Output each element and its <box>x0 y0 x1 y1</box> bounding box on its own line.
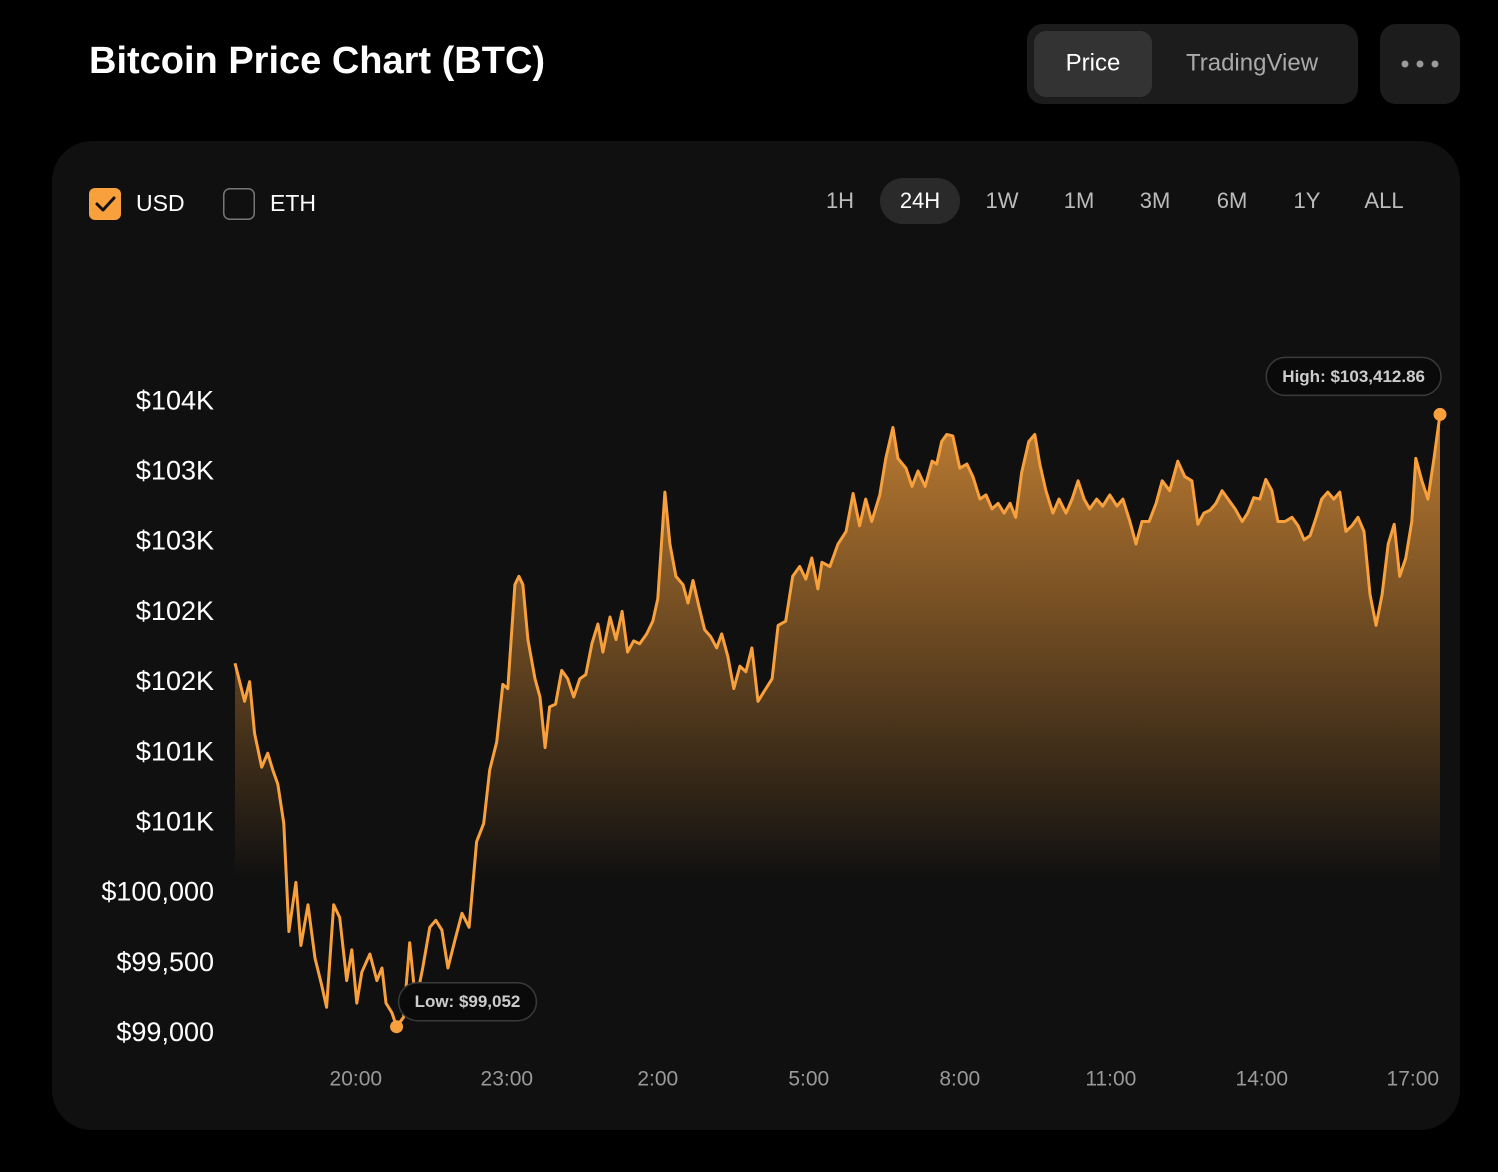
x-tick-label: 8:00 <box>939 1068 980 1091</box>
annotation-dot <box>390 1020 404 1034</box>
annotation-label: High: $103,412.86 <box>1282 367 1425 386</box>
price-line <box>233 414 1442 1029</box>
x-tick-label: 20:00 <box>330 1068 383 1091</box>
more-dot <box>1401 60 1409 68</box>
y-tick-label: $99,000 <box>116 1017 214 1047</box>
checkbox-label[interactable]: ETH <box>270 190 316 216</box>
y-tick-label: $103K <box>136 456 214 486</box>
checkbox[interactable] <box>89 188 121 220</box>
y-tick-label: $102K <box>136 596 214 626</box>
tab-selected <box>1034 31 1152 97</box>
x-tick-label: 11:00 <box>1085 1068 1136 1091</box>
x-tick-label: 17:00 <box>1387 1068 1440 1091</box>
annotation-dot <box>1433 407 1447 421</box>
range-label[interactable]: 1H <box>826 188 854 213</box>
x-tick-label: 14:00 <box>1236 1068 1289 1091</box>
range-label[interactable]: 6M <box>1217 188 1248 213</box>
checkbox[interactable] <box>223 188 255 220</box>
annotation-box <box>397 981 538 1022</box>
range-label[interactable]: 24H <box>900 188 940 213</box>
y-tick-label: $104K <box>136 385 214 415</box>
area-fill <box>235 414 1440 1034</box>
y-tick-label: $101K <box>136 736 214 766</box>
range-label[interactable]: 3M <box>1140 188 1171 213</box>
range-label[interactable]: ALL <box>1364 188 1403 213</box>
range-label[interactable]: 1Y <box>1294 188 1321 213</box>
x-tick-label: 2:00 <box>637 1068 678 1091</box>
y-tick-label: $103K <box>136 526 214 556</box>
y-tick-label: $100,000 <box>101 877 214 907</box>
y-tick-label: $99,500 <box>116 947 214 977</box>
tab-label[interactable]: Price <box>1066 49 1121 76</box>
checkmark <box>95 196 116 212</box>
range-selected <box>880 178 960 224</box>
more-dot <box>1416 60 1424 68</box>
checkbox-label[interactable]: USD <box>136 190 185 216</box>
x-tick-label: 23:00 <box>481 1068 534 1091</box>
tab-label[interactable]: TradingView <box>1186 49 1319 76</box>
annotation-label: Low: $99,052 <box>415 992 521 1011</box>
annotation-box <box>1265 356 1442 397</box>
page-title: Bitcoin Price Chart (BTC) <box>89 40 545 82</box>
range-label[interactable]: 1M <box>1064 188 1095 213</box>
range-label[interactable]: 1W <box>986 188 1019 213</box>
x-tick-label: 5:00 <box>788 1068 829 1091</box>
y-tick-label: $102K <box>136 666 214 696</box>
y-tick-label: $101K <box>136 807 214 837</box>
more-dot <box>1431 60 1439 68</box>
